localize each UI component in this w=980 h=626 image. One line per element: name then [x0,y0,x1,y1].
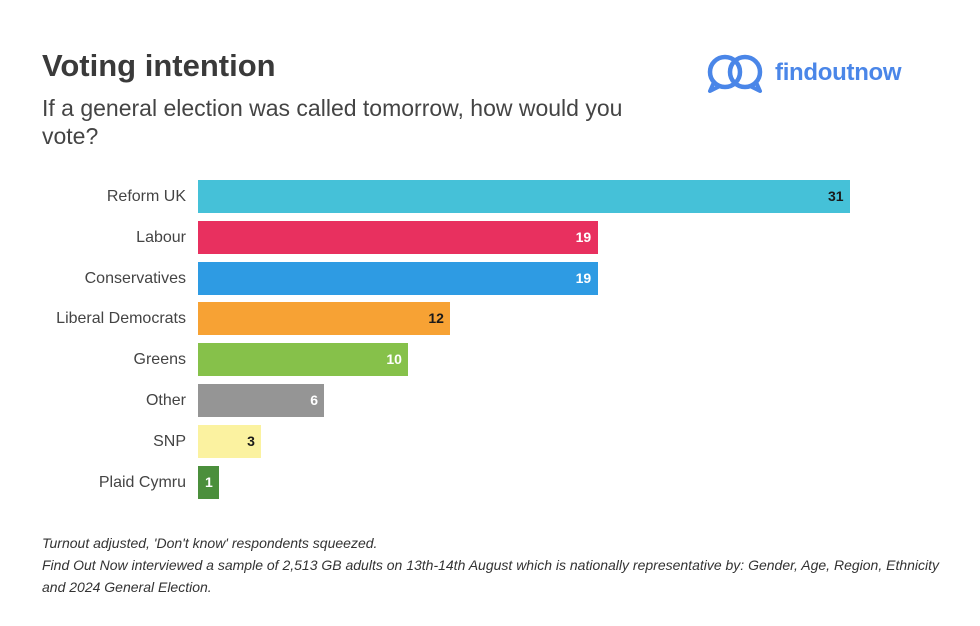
bar-row: Reform UK 31 [0,180,980,213]
value-label: 1 [205,473,213,490]
bar [198,465,220,499]
footnote-line-1: Turnout adjusted, 'Don't know' responden… [42,535,378,551]
value-label: 10 [386,351,402,368]
findoutnow-logo: findoutnow [705,52,902,94]
category-label: SNP [153,432,186,450]
footnote: Turnout adjusted, 'Don't know' responden… [42,532,942,598]
value-label: 6 [310,392,318,408]
bar [198,220,598,254]
bar-chart: Reform UK 31 Labour 19 Conservatives 19 Libera… [0,170,980,510]
value-label: 19 [575,228,592,245]
bar-row: Other 6 [0,384,980,417]
category-label: Labour [136,228,186,246]
bar-row: Greens 10 [0,343,980,377]
category-label: Reform UK [106,188,186,205]
category-label: Liberal Democrats [56,310,186,328]
value-label: 3 [247,432,255,449]
value-label: 31 [828,188,844,204]
bar-row: Labour 19 [0,220,980,254]
bar [198,180,850,213]
chart-subtitle: If a general election was called tomorro… [42,95,623,149]
bar-row: SNP 3 [0,424,980,458]
logo-text: findoutnow [775,59,902,86]
value-label: 19 [575,269,592,286]
category-label: Plaid Cymru [98,473,186,491]
footnote-line-2: Find Out Now interviewed a sample of 2,5… [42,557,940,595]
category-label: Other [145,392,186,409]
bar-row: Liberal Democrats 12 [0,302,980,336]
bar [198,384,325,417]
value-label: 12 [428,310,444,327]
chart-title: Voting intention [42,48,276,83]
bar-row: Plaid Cymru 1 [0,465,980,499]
bar [198,343,409,377]
category-label: Conservatives [84,269,186,287]
category-label: Greens [133,351,186,369]
overlapping-speech-bubbles-icon [707,54,763,93]
bar-row: Conservatives 19 [0,261,980,295]
bar [198,424,262,458]
bar [198,302,451,336]
bar [198,261,598,295]
